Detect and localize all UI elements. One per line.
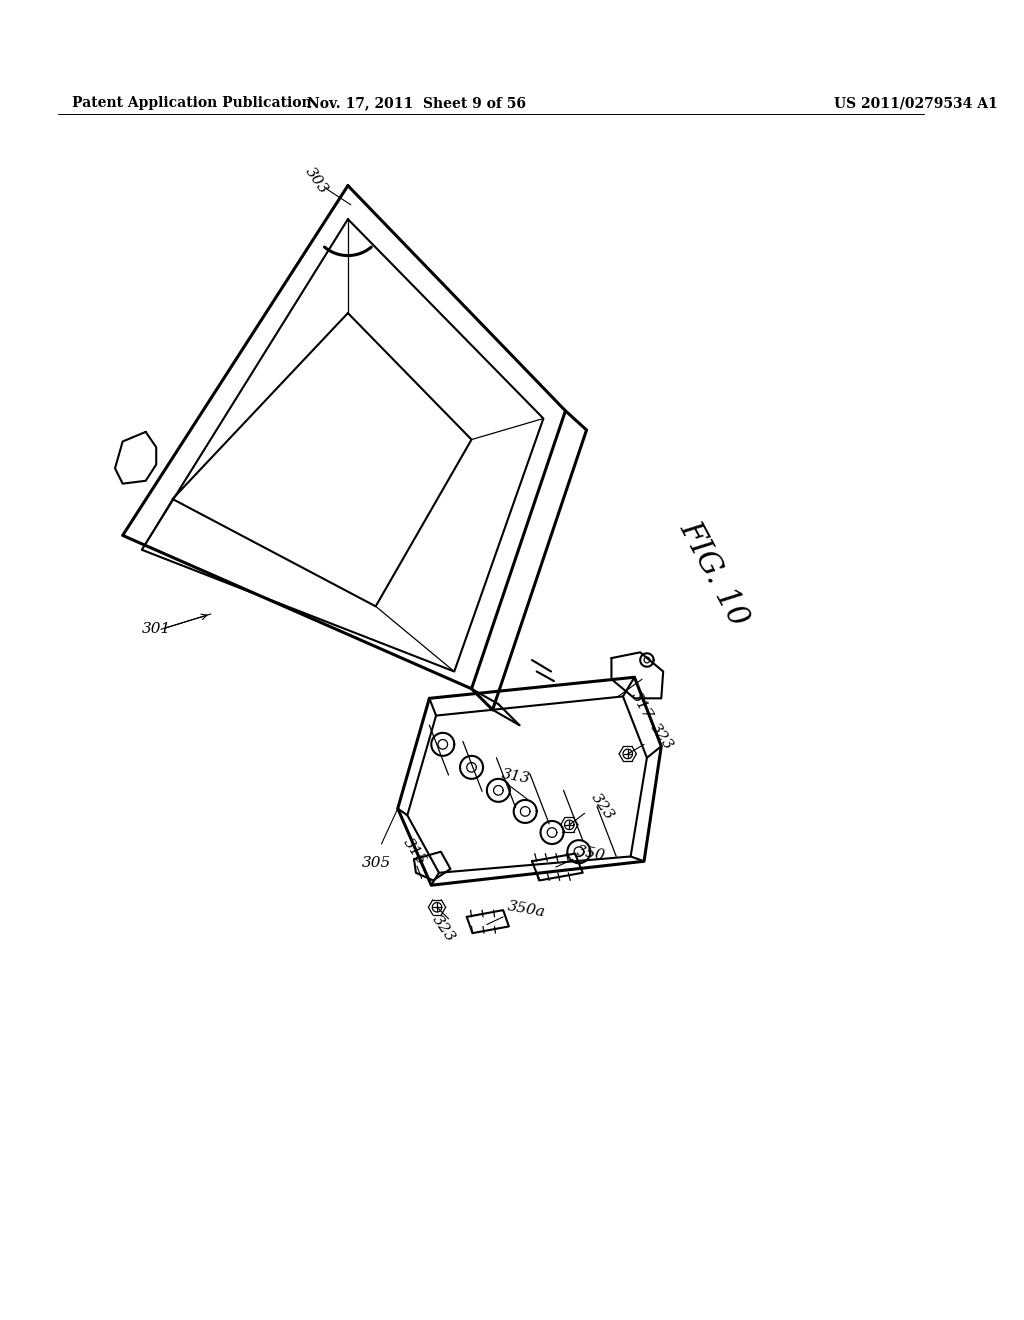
Text: US 2011/0279534 A1: US 2011/0279534 A1 bbox=[834, 96, 997, 111]
Text: 301: 301 bbox=[142, 622, 171, 636]
Text: 313: 313 bbox=[501, 767, 531, 787]
Text: 305: 305 bbox=[362, 857, 391, 870]
Text: Patent Application Publication: Patent Application Publication bbox=[72, 96, 311, 111]
Text: 303: 303 bbox=[302, 165, 330, 197]
Text: 323: 323 bbox=[647, 721, 675, 752]
Text: Nov. 17, 2011  Sheet 9 of 56: Nov. 17, 2011 Sheet 9 of 56 bbox=[307, 96, 526, 111]
Text: 317: 317 bbox=[628, 690, 654, 722]
Text: 350a: 350a bbox=[506, 899, 546, 920]
Text: 323: 323 bbox=[589, 791, 616, 822]
Text: 323: 323 bbox=[429, 912, 458, 944]
Text: 315: 315 bbox=[400, 836, 429, 867]
Text: FIG. 10: FIG. 10 bbox=[674, 516, 755, 632]
Text: 350: 350 bbox=[575, 845, 606, 863]
